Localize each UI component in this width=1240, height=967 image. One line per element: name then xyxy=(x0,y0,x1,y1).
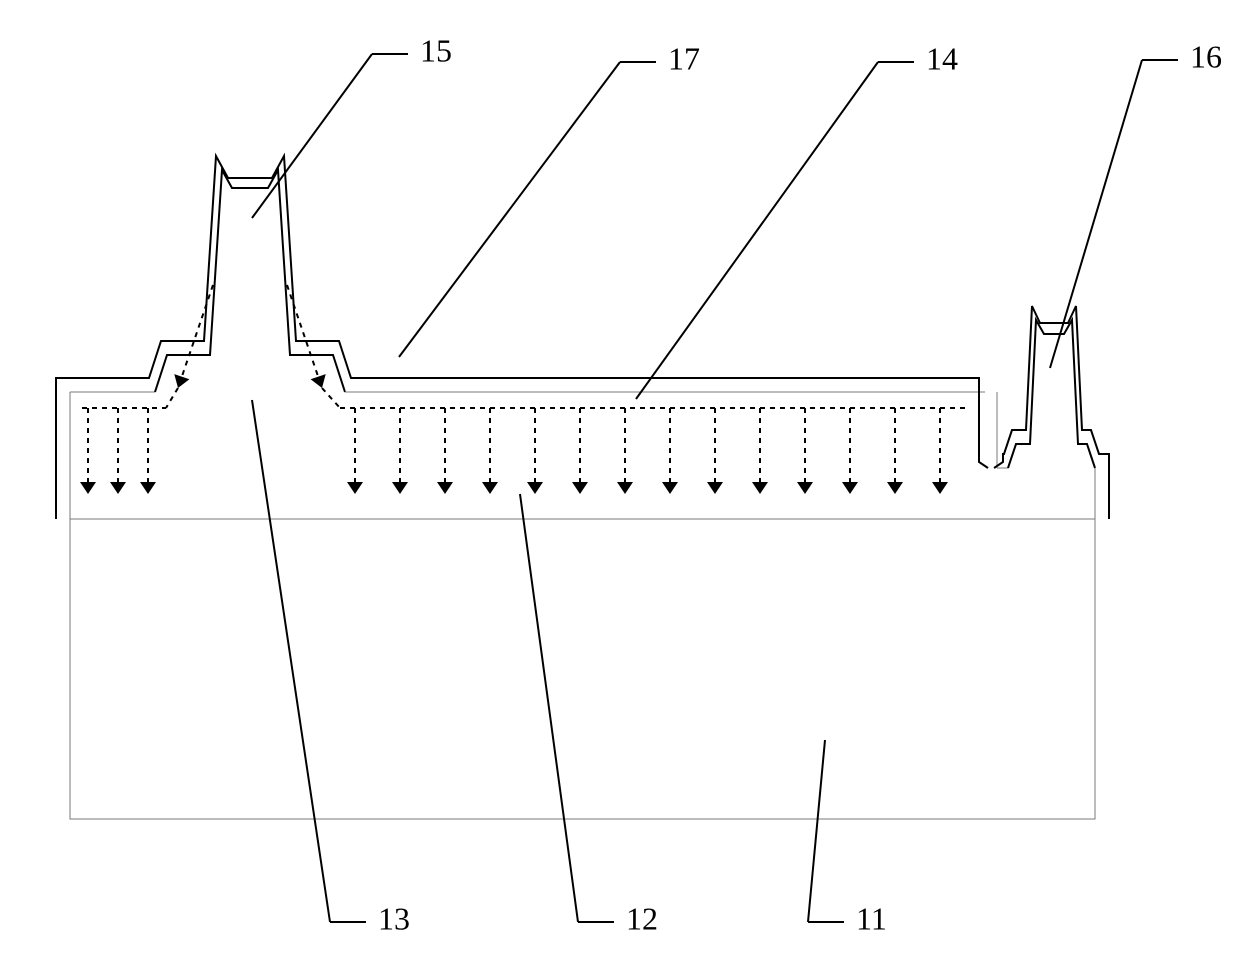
leader-line xyxy=(399,62,620,357)
leader-line xyxy=(520,494,578,922)
leader-line xyxy=(636,62,878,399)
implant-diag-head xyxy=(174,374,189,388)
implant-arrow-head xyxy=(932,482,948,494)
leader-label: 11 xyxy=(856,900,887,936)
implant-arrow-head xyxy=(752,482,768,494)
implant-arrow-head xyxy=(437,482,453,494)
substrate-box xyxy=(70,519,1095,819)
implant-diag-shaft xyxy=(287,285,318,377)
diagram-stage: 15 17 14 16 13 12 11 xyxy=(0,0,1240,967)
leader-line xyxy=(252,54,372,218)
leader-label: 12 xyxy=(626,900,658,936)
implant-connect-left xyxy=(166,388,178,408)
implant-arrow-head xyxy=(80,482,96,494)
leader-line xyxy=(808,740,825,922)
leader-line xyxy=(1050,60,1142,368)
implant-arrow-head xyxy=(482,482,498,494)
implant-arrow-head xyxy=(572,482,588,494)
leader-label: 16 xyxy=(1190,38,1222,74)
implant-arrow-head xyxy=(797,482,813,494)
implant-arrow-head xyxy=(842,482,858,494)
left-gate-core xyxy=(155,170,345,392)
passivation-right-outline xyxy=(994,306,1109,519)
implant-arrow-head xyxy=(617,482,633,494)
implant-arrow-head xyxy=(110,482,126,494)
right-gate-core xyxy=(1008,320,1095,468)
leader-label: 14 xyxy=(926,40,958,76)
leader-label: 15 xyxy=(420,32,452,68)
implant-arrow-head xyxy=(662,482,678,494)
implant-connect-right xyxy=(322,388,340,408)
implant-arrow-head xyxy=(887,482,903,494)
leader-label: 17 xyxy=(668,40,700,76)
diagram-svg: 15 17 14 16 13 12 11 xyxy=(0,0,1240,967)
implant-diag-shaft xyxy=(182,285,213,377)
implant-arrow-head xyxy=(707,482,723,494)
implant-arrow-head xyxy=(140,482,156,494)
implant-diag-head xyxy=(311,374,326,388)
implant-arrow-head xyxy=(527,482,543,494)
implant-arrow-head xyxy=(392,482,408,494)
leader-line xyxy=(252,400,330,922)
implant-arrow-head xyxy=(347,482,363,494)
passivation-left-outline xyxy=(56,156,988,519)
leader-label: 13 xyxy=(378,900,410,936)
